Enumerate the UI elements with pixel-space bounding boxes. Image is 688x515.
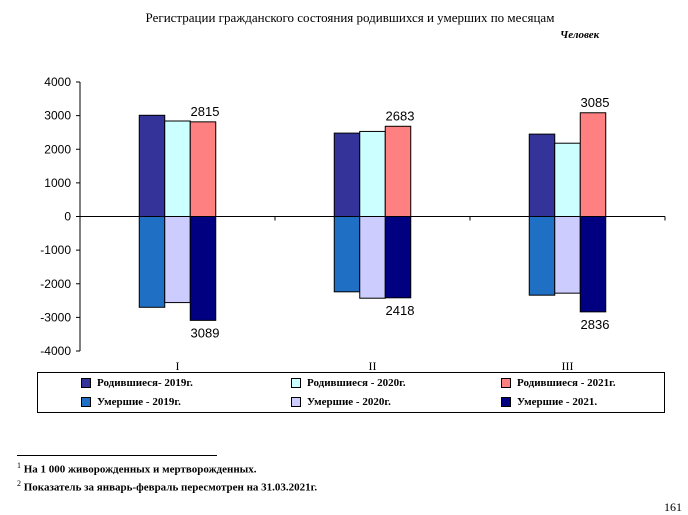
page-number: 161 xyxy=(664,500,682,514)
legend-swatch xyxy=(81,397,91,407)
y-tick-label: 4000 xyxy=(44,75,71,89)
legend-item: Родившиеся - 2021г. xyxy=(501,377,616,389)
legend-label: Родившиеся - 2020г. xyxy=(307,377,406,389)
chart-legend: Родившиеся- 2019г. Родившиеся - 2020г. Род… xyxy=(37,372,665,413)
legend-swatch xyxy=(501,378,511,388)
bar xyxy=(189,216,217,321)
bar xyxy=(384,216,412,299)
legend-swatch xyxy=(291,397,301,407)
y-tick-label: -1000 xyxy=(40,243,71,257)
y-tick-label: -4000 xyxy=(40,344,71,358)
data-label: 2418 xyxy=(386,303,415,318)
legend-swatch xyxy=(291,378,301,388)
bar xyxy=(138,216,166,308)
legend-item: Умершие - 2021. xyxy=(501,396,597,408)
legend-item: Родившиеся- 2019г. xyxy=(81,377,193,389)
legend-label: Родившиеся - 2021г. xyxy=(517,377,616,389)
legend-label: Умершие - 2020г. xyxy=(307,396,391,408)
y-tick-label: -3000 xyxy=(40,310,71,324)
bar xyxy=(554,216,581,294)
bar xyxy=(528,216,556,296)
bar xyxy=(333,132,361,217)
unit-label: Человек xyxy=(560,29,600,41)
legend-item: Умершие - 2020г. xyxy=(291,396,391,408)
y-tick-label: 3000 xyxy=(44,109,71,123)
y-tick-label: 2000 xyxy=(44,142,71,156)
legend-label: Умершие - 2021. xyxy=(517,396,598,408)
data-label: 2815 xyxy=(191,104,220,119)
legend-label: Умершие - 2019г. xyxy=(97,396,181,408)
legend-item: Умершие - 2019г. xyxy=(81,396,181,408)
bar xyxy=(164,216,191,304)
legend-swatch xyxy=(501,397,511,407)
data-label: 2836 xyxy=(581,317,610,332)
bar xyxy=(579,216,607,313)
x-category-label: I xyxy=(176,359,180,373)
data-label: 3085 xyxy=(581,95,610,110)
bar xyxy=(554,142,581,217)
data-label: 3089 xyxy=(191,325,220,340)
bar xyxy=(189,121,217,217)
bar xyxy=(384,125,412,217)
y-tick-label: 1000 xyxy=(44,176,71,190)
bar xyxy=(333,216,361,293)
chart-title: Регистрации гражданского состояния родив… xyxy=(145,10,555,25)
legend-swatch xyxy=(81,378,91,388)
x-category-label: III xyxy=(562,359,574,373)
bar xyxy=(579,112,607,217)
bar xyxy=(164,120,191,217)
y-tick-label: -2000 xyxy=(40,277,71,291)
footnote-2: 2 Показатель за январь-февраль пересмотр… xyxy=(17,479,318,494)
data-label: 2683 xyxy=(386,108,415,123)
y-tick-label: 0 xyxy=(64,210,71,224)
legend-label: Родившиеся- 2019г. xyxy=(97,377,193,389)
bar xyxy=(359,130,386,218)
bar xyxy=(359,216,386,299)
footnote-1: 1 На 1 000 живорожденных и мертворожденн… xyxy=(17,461,257,476)
x-category-label: II xyxy=(369,359,377,373)
bar xyxy=(138,114,166,217)
footnote-divider xyxy=(17,455,217,456)
bar xyxy=(528,133,556,217)
legend-item: Родившиеся - 2020г. xyxy=(291,377,406,389)
